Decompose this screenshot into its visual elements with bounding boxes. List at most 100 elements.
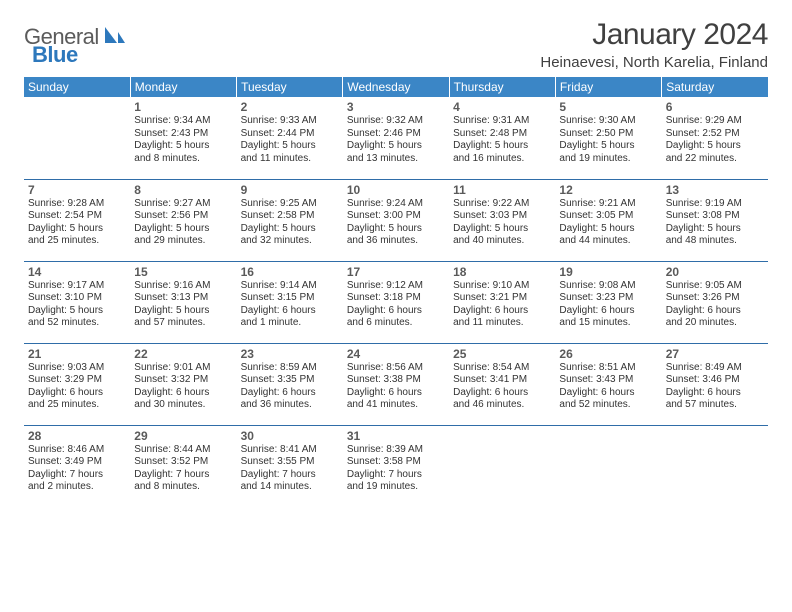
cell-line-sunset: Sunset: 2:58 PM: [241, 210, 339, 223]
day-number: 18: [453, 265, 551, 279]
day-number: 23: [241, 347, 339, 361]
calendar-cell: 3Sunrise: 9:32 AMSunset: 2:46 PMDaylight…: [343, 97, 449, 179]
cell-line-sunset: Sunset: 3:18 PM: [347, 292, 445, 305]
cell-line-sunrise: Sunrise: 9:22 AM: [453, 198, 551, 211]
cell-content: Sunrise: 8:39 AMSunset: 3:58 PMDaylight:…: [347, 444, 445, 494]
cell-line-daylight1: Daylight: 6 hours: [241, 305, 339, 318]
day-number: 20: [666, 265, 764, 279]
cell-line-sunrise: Sunrise: 9:27 AM: [134, 198, 232, 211]
day-number: 27: [666, 347, 764, 361]
calendar-row: 7Sunrise: 9:28 AMSunset: 2:54 PMDaylight…: [24, 179, 768, 261]
calendar-cell: 30Sunrise: 8:41 AMSunset: 3:55 PMDayligh…: [237, 425, 343, 507]
cell-line-daylight2: and 44 minutes.: [559, 235, 657, 248]
calendar-row: 1Sunrise: 9:34 AMSunset: 2:43 PMDaylight…: [24, 97, 768, 179]
cell-line-sunset: Sunset: 3:13 PM: [134, 292, 232, 305]
cell-line-daylight1: Daylight: 5 hours: [347, 223, 445, 236]
cell-content: Sunrise: 9:19 AMSunset: 3:08 PMDaylight:…: [666, 198, 764, 248]
cell-line-daylight1: Daylight: 5 hours: [559, 223, 657, 236]
cell-line-daylight2: and 52 minutes.: [559, 399, 657, 412]
cell-line-daylight1: Daylight: 5 hours: [453, 223, 551, 236]
cell-line-daylight1: Daylight: 5 hours: [134, 305, 232, 318]
cell-line-sunset: Sunset: 3:43 PM: [559, 374, 657, 387]
cell-line-sunset: Sunset: 3:55 PM: [241, 456, 339, 469]
cell-line-daylight2: and 11 minutes.: [453, 317, 551, 330]
calendar-cell: [662, 425, 768, 507]
day-number: 11: [453, 183, 551, 197]
cell-line-sunset: Sunset: 3:35 PM: [241, 374, 339, 387]
day-number: 7: [28, 183, 126, 197]
day-number: 29: [134, 429, 232, 443]
calendar-cell: 2Sunrise: 9:33 AMSunset: 2:44 PMDaylight…: [237, 97, 343, 179]
cell-line-sunset: Sunset: 3:23 PM: [559, 292, 657, 305]
cell-line-sunset: Sunset: 2:54 PM: [28, 210, 126, 223]
cell-line-daylight2: and 40 minutes.: [453, 235, 551, 248]
cell-line-daylight1: Daylight: 7 hours: [134, 469, 232, 482]
calendar-row: 28Sunrise: 8:46 AMSunset: 3:49 PMDayligh…: [24, 425, 768, 507]
cell-line-daylight2: and 13 minutes.: [347, 153, 445, 166]
cell-line-sunrise: Sunrise: 9:30 AM: [559, 115, 657, 128]
header: General Blue January 2024 Heinaevesi, No…: [24, 18, 768, 71]
cell-line-sunrise: Sunrise: 9:12 AM: [347, 280, 445, 293]
cell-content: Sunrise: 9:08 AMSunset: 3:23 PMDaylight:…: [559, 280, 657, 330]
cell-line-daylight2: and 41 minutes.: [347, 399, 445, 412]
cell-line-sunrise: Sunrise: 9:10 AM: [453, 280, 551, 293]
day-number: 30: [241, 429, 339, 443]
calendar-table: Sunday Monday Tuesday Wednesday Thursday…: [24, 77, 768, 507]
cell-content: Sunrise: 9:24 AMSunset: 3:00 PMDaylight:…: [347, 198, 445, 248]
cell-line-sunset: Sunset: 3:08 PM: [666, 210, 764, 223]
weekday-header-row: Sunday Monday Tuesday Wednesday Thursday…: [24, 77, 768, 97]
day-number: 26: [559, 347, 657, 361]
cell-line-sunrise: Sunrise: 8:44 AM: [134, 444, 232, 457]
cell-line-sunset: Sunset: 2:44 PM: [241, 128, 339, 141]
cell-line-daylight1: Daylight: 6 hours: [453, 305, 551, 318]
calendar-cell: 13Sunrise: 9:19 AMSunset: 3:08 PMDayligh…: [662, 179, 768, 261]
cell-content: Sunrise: 9:12 AMSunset: 3:18 PMDaylight:…: [347, 280, 445, 330]
cell-line-sunset: Sunset: 3:05 PM: [559, 210, 657, 223]
cell-line-daylight2: and 11 minutes.: [241, 153, 339, 166]
cell-line-sunset: Sunset: 2:43 PM: [134, 128, 232, 141]
day-number: 28: [28, 429, 126, 443]
day-number: 13: [666, 183, 764, 197]
cell-line-daylight2: and 57 minutes.: [134, 317, 232, 330]
day-number: 8: [134, 183, 232, 197]
cell-line-daylight1: Daylight: 5 hours: [559, 140, 657, 153]
cell-line-sunset: Sunset: 2:56 PM: [134, 210, 232, 223]
calendar-cell: 17Sunrise: 9:12 AMSunset: 3:18 PMDayligh…: [343, 261, 449, 343]
cell-line-daylight1: Daylight: 5 hours: [453, 140, 551, 153]
calendar-cell: 27Sunrise: 8:49 AMSunset: 3:46 PMDayligh…: [662, 343, 768, 425]
cell-line-sunrise: Sunrise: 8:59 AM: [241, 362, 339, 375]
weekday-header: Sunday: [24, 77, 130, 97]
day-number: 1: [134, 100, 232, 114]
calendar-cell: 5Sunrise: 9:30 AMSunset: 2:50 PMDaylight…: [555, 97, 661, 179]
cell-content: Sunrise: 9:16 AMSunset: 3:13 PMDaylight:…: [134, 280, 232, 330]
cell-line-sunrise: Sunrise: 9:24 AM: [347, 198, 445, 211]
cell-line-sunrise: Sunrise: 8:49 AM: [666, 362, 764, 375]
calendar-cell: 9Sunrise: 9:25 AMSunset: 2:58 PMDaylight…: [237, 179, 343, 261]
calendar-cell: 4Sunrise: 9:31 AMSunset: 2:48 PMDaylight…: [449, 97, 555, 179]
cell-line-sunset: Sunset: 3:26 PM: [666, 292, 764, 305]
calendar-cell: 29Sunrise: 8:44 AMSunset: 3:52 PMDayligh…: [130, 425, 236, 507]
cell-line-daylight2: and 19 minutes.: [559, 153, 657, 166]
calendar-cell: [24, 97, 130, 179]
cell-line-daylight2: and 14 minutes.: [241, 481, 339, 494]
calendar-cell: 20Sunrise: 9:05 AMSunset: 3:26 PMDayligh…: [662, 261, 768, 343]
cell-content: Sunrise: 8:41 AMSunset: 3:55 PMDaylight:…: [241, 444, 339, 494]
day-number: 24: [347, 347, 445, 361]
calendar-cell: [449, 425, 555, 507]
calendar-cell: 21Sunrise: 9:03 AMSunset: 3:29 PMDayligh…: [24, 343, 130, 425]
cell-content: Sunrise: 8:51 AMSunset: 3:43 PMDaylight:…: [559, 362, 657, 412]
cell-line-sunrise: Sunrise: 8:56 AM: [347, 362, 445, 375]
cell-line-sunrise: Sunrise: 9:25 AM: [241, 198, 339, 211]
cell-content: Sunrise: 8:44 AMSunset: 3:52 PMDaylight:…: [134, 444, 232, 494]
cell-line-sunset: Sunset: 3:46 PM: [666, 374, 764, 387]
day-number: 16: [241, 265, 339, 279]
calendar-cell: 10Sunrise: 9:24 AMSunset: 3:00 PMDayligh…: [343, 179, 449, 261]
calendar-cell: 26Sunrise: 8:51 AMSunset: 3:43 PMDayligh…: [555, 343, 661, 425]
cell-line-daylight1: Daylight: 6 hours: [559, 305, 657, 318]
day-number: 15: [134, 265, 232, 279]
cell-line-sunrise: Sunrise: 9:31 AM: [453, 115, 551, 128]
cell-content: Sunrise: 9:28 AMSunset: 2:54 PMDaylight:…: [28, 198, 126, 248]
cell-line-daylight1: Daylight: 6 hours: [241, 387, 339, 400]
cell-content: Sunrise: 9:30 AMSunset: 2:50 PMDaylight:…: [559, 115, 657, 165]
cell-line-sunrise: Sunrise: 9:08 AM: [559, 280, 657, 293]
